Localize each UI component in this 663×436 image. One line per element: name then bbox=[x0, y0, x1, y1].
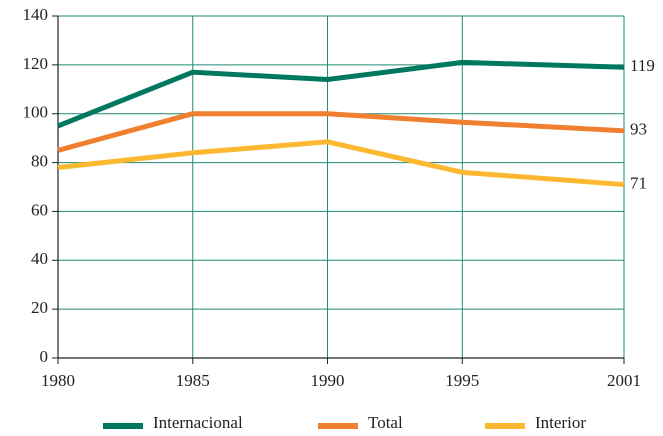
series-line bbox=[57, 59, 625, 129]
end-label: 71 bbox=[630, 173, 647, 192]
x-tick-label: 1995 bbox=[445, 371, 479, 390]
x-tick-label: 1990 bbox=[311, 371, 345, 390]
end-label: 93 bbox=[630, 120, 647, 139]
y-tick-label: 60 bbox=[31, 200, 48, 219]
y-tick-label: 20 bbox=[31, 298, 48, 317]
y-tick-label: 40 bbox=[31, 249, 48, 268]
y-tick-label: 0 bbox=[40, 347, 49, 366]
series-line bbox=[57, 139, 625, 188]
x-tick-label: 1985 bbox=[176, 371, 210, 390]
end-label: 119 bbox=[630, 56, 655, 75]
legend-label: Internacional bbox=[153, 413, 243, 432]
legend-label: Total bbox=[368, 413, 403, 432]
y-tick-label: 100 bbox=[23, 103, 49, 122]
legend-label: Interior bbox=[535, 413, 586, 432]
x-tick-label: 2001 bbox=[607, 371, 641, 390]
y-tick-label: 120 bbox=[23, 54, 49, 73]
y-tick-label: 140 bbox=[23, 5, 49, 24]
series-line bbox=[57, 111, 625, 153]
y-tick-label: 80 bbox=[31, 151, 48, 170]
x-tick-label: 1980 bbox=[41, 371, 75, 390]
